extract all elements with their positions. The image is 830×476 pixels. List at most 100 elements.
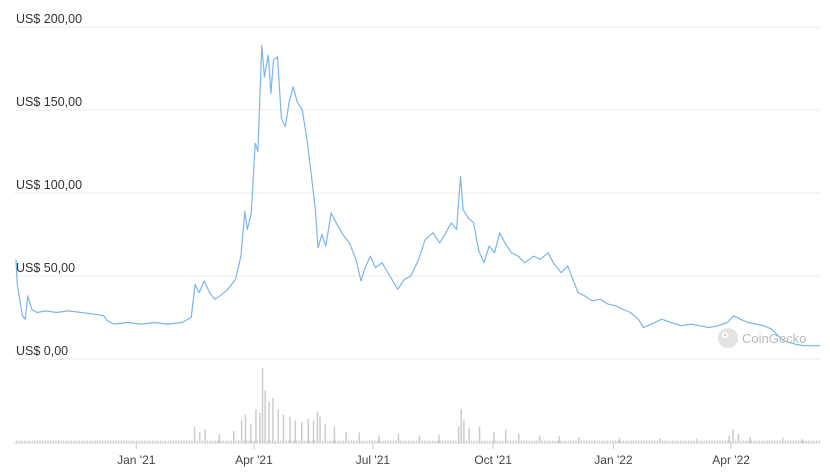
volume-bar — [345, 431, 347, 443]
volume-bar — [468, 428, 470, 443]
volume-bar — [776, 440, 779, 443]
volume-bar — [630, 440, 632, 443]
volume-bar — [499, 440, 501, 443]
volume-bar — [350, 440, 352, 443]
volume-bar — [308, 440, 311, 443]
volume-bar — [749, 437, 751, 443]
volume-bar — [782, 437, 784, 443]
volume-bar — [541, 440, 543, 443]
volume-bar — [334, 440, 337, 443]
volume-bar — [348, 440, 350, 443]
volume-bar — [703, 440, 705, 443]
volume-bar — [250, 424, 252, 443]
volume-bar — [476, 440, 478, 443]
volume-bar — [131, 440, 133, 443]
volume-bar — [728, 435, 730, 443]
volume-bar — [219, 440, 222, 443]
volume-bar — [282, 414, 285, 443]
volume-bar — [606, 440, 609, 443]
volume-bar — [638, 440, 640, 443]
x-tick-label: Jul '21 — [356, 453, 391, 467]
x-axis-labels: Jan '21 Apr '21 Jul '21 Oct '21 Jan '22 Apr '… — [117, 443, 750, 467]
volume-bar — [146, 440, 148, 443]
volume-bar — [604, 440, 606, 443]
volume-bar — [180, 440, 182, 443]
y-axis-labels: US$ 0,00 US$ 50,00 US$ 100,00 US$ 150,00 US$… — [16, 12, 82, 358]
volume-bar — [792, 440, 794, 443]
y-tick-label: US$ 0,00 — [16, 344, 68, 358]
volume-bar — [244, 414, 247, 443]
volume-bar — [680, 440, 682, 443]
volume-bar — [698, 440, 700, 443]
volume-bar — [136, 440, 138, 443]
volume-bar — [640, 440, 643, 443]
volume-bar — [389, 440, 392, 443]
volume-bar — [76, 440, 78, 443]
volume-bar — [272, 398, 274, 443]
volume-bar — [287, 440, 290, 443]
volume-bar — [225, 440, 227, 443]
volume-bar — [578, 437, 580, 443]
volume-bar — [112, 440, 114, 443]
volume-bar — [808, 440, 810, 443]
volume-bar — [518, 434, 520, 443]
volume-bar — [89, 440, 91, 443]
volume-bar — [138, 440, 141, 443]
volume-bar — [502, 440, 504, 443]
volume-bar — [599, 440, 601, 443]
volume-bar — [769, 440, 771, 443]
volume-bar — [235, 440, 237, 443]
volume-bar — [695, 438, 698, 443]
volume-bar — [789, 440, 792, 443]
price-line-series — [15, 44, 820, 347]
volume-bar — [552, 440, 554, 443]
volume-bar — [510, 440, 512, 443]
volume-bar — [690, 440, 692, 443]
volume-bar — [204, 429, 206, 443]
volume-bar — [165, 440, 167, 443]
volume-bar — [91, 440, 94, 443]
volume-bar — [368, 440, 371, 443]
volume-bar — [810, 440, 813, 443]
price-line — [15, 44, 820, 347]
volume-bar — [290, 440, 292, 443]
volume-bar — [107, 440, 109, 443]
volume-bar — [94, 440, 96, 443]
volume-bar — [329, 440, 331, 443]
volume-bar — [214, 440, 216, 443]
volume-bar — [748, 440, 750, 443]
y-tick-label: US$ 50,00 — [16, 261, 75, 275]
volume-bar — [763, 440, 765, 443]
volume-bar — [183, 440, 185, 443]
volume-bar — [646, 440, 648, 443]
volume-bar — [120, 440, 122, 443]
volume-bar — [719, 440, 721, 443]
volume-bar — [593, 440, 596, 443]
volume-bar — [392, 440, 394, 443]
volume-bar — [413, 440, 415, 443]
volume-bar — [737, 434, 740, 443]
volume-bar — [656, 440, 658, 443]
x-tick-label: Apr '22 — [712, 453, 750, 467]
volume-bar — [86, 440, 88, 443]
volume-bar — [355, 440, 358, 443]
volume-bar — [57, 440, 60, 443]
volume-bar — [97, 440, 99, 443]
volume-bar — [382, 440, 384, 443]
volume-bar — [251, 440, 253, 443]
volume-bar — [55, 440, 57, 443]
volume-bar — [803, 440, 805, 443]
volume-bar — [727, 440, 729, 443]
volume-bar — [289, 416, 291, 443]
volume-bar — [800, 440, 802, 443]
volume-bar — [261, 368, 264, 443]
volume-bar — [26, 440, 28, 443]
volume-bar — [486, 440, 488, 443]
volume-bar — [818, 440, 820, 443]
volume-bar — [206, 440, 209, 443]
volume-bar — [442, 440, 444, 443]
volume-bar — [217, 440, 219, 443]
volume-bar — [175, 440, 177, 443]
volume-bar — [312, 420, 315, 443]
